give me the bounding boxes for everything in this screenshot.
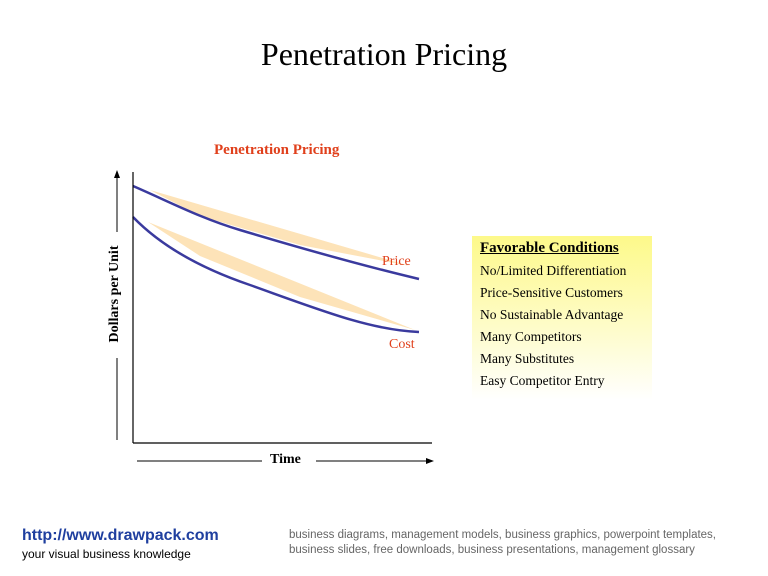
footer-tagline: your visual business knowledge [22,547,191,561]
condition-item: Price-Sensitive Customers [480,285,623,300]
price-curve [132,184,420,281]
price-label: Price [382,254,411,269]
condition-item: Easy Competitor Entry [480,373,605,388]
footer-keywords: business diagrams, management models, bu… [289,529,716,556]
condition-item: Many Competitors [480,329,582,344]
y-axis-label: Dollars per Unit [107,245,122,343]
condition-item: No/Limited Differentiation [480,263,627,278]
diagram-subtitle: Penetration Pricing [214,142,340,158]
x-axis-label: Time [270,452,301,467]
x-arrow-head [426,458,434,464]
condition-item: Many Substitutes [480,351,575,366]
condition-item: No Sustainable Advantage [480,307,624,322]
footer-url-link[interactable]: http://www.drawpack.com [22,527,219,544]
conditions-heading: Favorable Conditions [480,240,619,256]
favorable-conditions-box: Favorable Conditions No/Limited Differen… [472,236,652,400]
page-title: Penetration Pricing [260,36,508,72]
y-arrow-head [114,170,120,178]
cost-shade [148,222,415,330]
price-shade [150,190,410,266]
cost-label: Cost [389,337,415,352]
cost-curve [132,216,420,334]
